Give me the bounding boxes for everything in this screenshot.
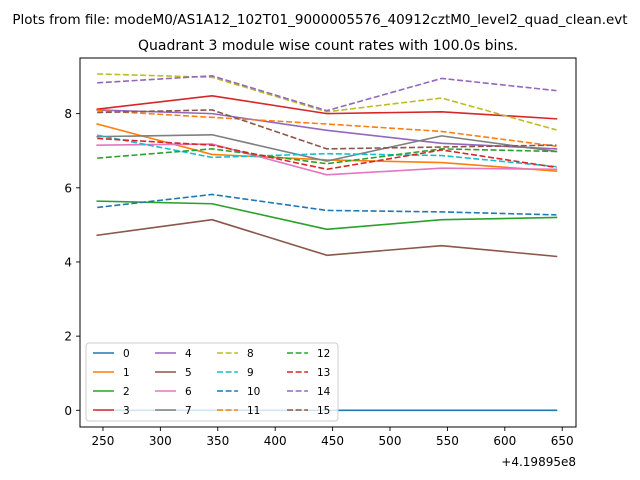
x-tick-label: 600: [493, 434, 516, 448]
series-line-8: [97, 73, 557, 131]
x-tick-label: 350: [206, 434, 229, 448]
series-lines: [96, 73, 558, 412]
legend-label-13: 13: [317, 367, 330, 379]
x-tick-label: 500: [379, 434, 402, 448]
legend-label-1: 1: [123, 367, 130, 379]
x-tick-label: 300: [149, 434, 172, 448]
legend-label-11: 11: [247, 405, 260, 417]
series-line-9: [97, 134, 557, 168]
y-tick-label: 8: [64, 107, 72, 121]
x-tick-label: 650: [551, 434, 574, 448]
series-line-2: [96, 200, 558, 231]
y-tick-label: 0: [64, 404, 72, 418]
series-line-15: [97, 109, 557, 150]
legend-box: [85, 342, 339, 422]
series-line-14: [97, 75, 557, 112]
legend-label-8: 8: [247, 348, 254, 360]
legend-label-10: 10: [247, 386, 260, 398]
legend-label-3: 3: [123, 405, 130, 417]
axes-frame: [79, 57, 577, 428]
series-line-11: [97, 109, 557, 148]
legend-label-0: 0: [123, 348, 130, 360]
chart-title: Quadrant 3 module wise count rates with …: [138, 38, 518, 54]
series-line-7: [96, 133, 558, 162]
legend-label-9: 9: [247, 367, 254, 379]
legend-label-7: 7: [185, 405, 192, 417]
x-axis: 250 300 350 400 450 500 550 600 650: [92, 427, 574, 448]
legend-label-5: 5: [185, 367, 192, 379]
series-line-4: [96, 109, 558, 150]
legend-label-2: 2: [123, 386, 130, 398]
x-axis-offset-label: +4.19895e8: [501, 455, 576, 469]
series-line-5: [96, 218, 558, 258]
y-axis: 0 2 4 6 8: [64, 107, 80, 418]
series-line-6: [96, 143, 558, 176]
legend-label-12: 12: [317, 348, 330, 360]
legend-label-4: 4: [185, 348, 192, 360]
legend-label-6: 6: [185, 386, 192, 398]
y-tick-label: 6: [64, 181, 72, 195]
series-line-3: [96, 95, 558, 120]
x-tick-label: 250: [92, 434, 115, 448]
x-tick-label: 450: [321, 434, 344, 448]
legend-label-15: 15: [317, 405, 330, 417]
legend-label-14: 14: [317, 386, 331, 398]
y-tick-label: 2: [64, 330, 72, 344]
x-tick-label: 400: [264, 434, 287, 448]
figure-suptitle: Plots from file: modeM0/AS1A12_102T01_90…: [12, 12, 627, 28]
x-tick-label: 550: [436, 434, 459, 448]
y-tick-label: 4: [64, 255, 72, 269]
series-line-13: [97, 137, 557, 171]
